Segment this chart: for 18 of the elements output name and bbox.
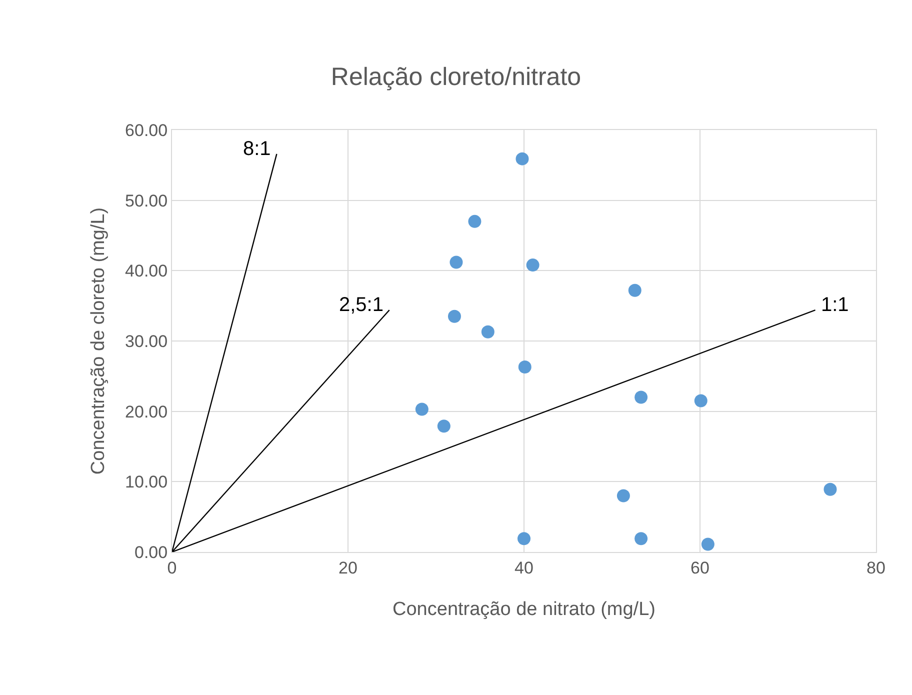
y-tick-label: 40.00 [125,262,168,281]
y-axis-title: Concentração de cloreto (mg/L) [88,207,109,475]
x-tick-label: 80 [866,558,886,578]
x-tick-label: 0 [167,558,177,578]
y-tick-label: 60.00 [125,120,168,140]
y-tick-label: 50.00 [125,191,168,210]
chart-title: Relação cloreto/nitrato [330,63,582,92]
x-tick-label: 20 [338,558,358,578]
y-tick-label: 10.00 [125,472,168,492]
series-label: 1:1 [821,294,849,316]
series-label: 2,5:1 [339,294,384,316]
x-axis-title: Concentração de nitrato (mg/L) [392,599,656,620]
y-tick-label: 30.00 [125,332,168,351]
x-tick-label: 60 [690,558,710,578]
x-tick-label: 40 [514,558,534,578]
y-tick-label: 0.00 [134,542,168,562]
y-tick-label: 20.00 [125,402,168,422]
series-label: 8:1 [243,138,271,160]
